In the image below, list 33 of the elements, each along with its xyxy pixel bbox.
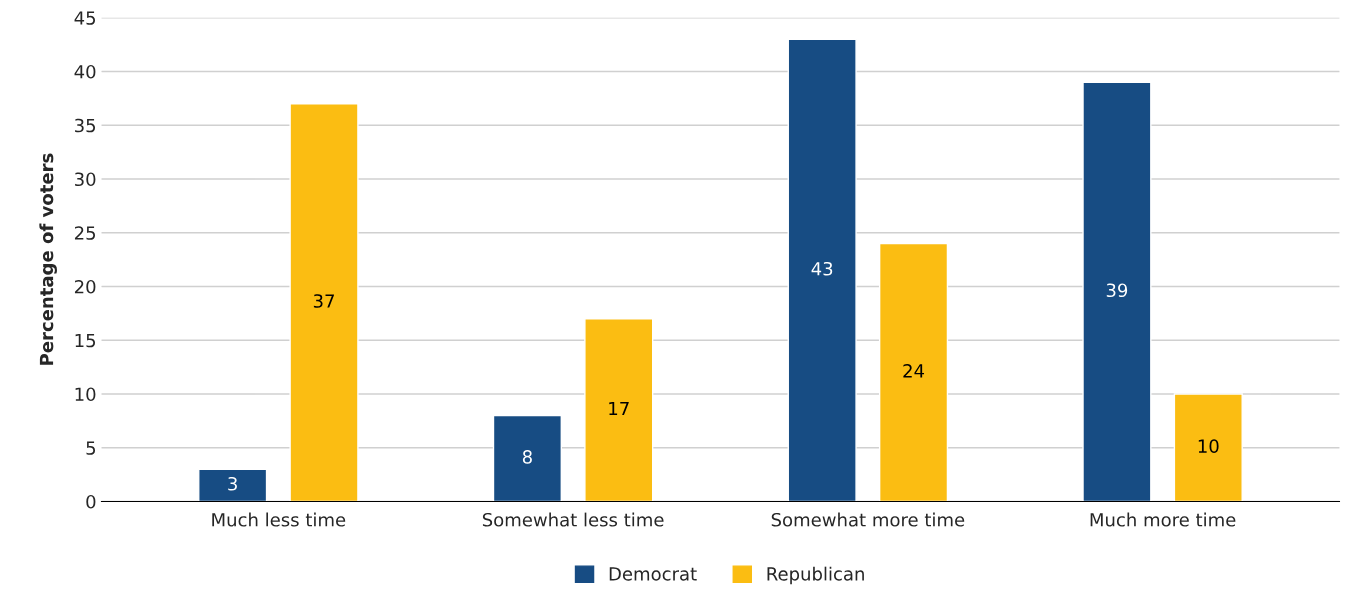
data-label: 10 xyxy=(1198,439,1219,453)
y-tick-label: 40 xyxy=(74,64,96,79)
data-label: 39 xyxy=(1106,283,1128,298)
data-label: 8 xyxy=(522,450,532,464)
bar xyxy=(878,242,949,502)
y-tick-label: 25 xyxy=(74,226,96,240)
y-axis-title: Percentage of voters xyxy=(39,153,57,365)
x-tick-label: Somewhat less time xyxy=(482,512,664,527)
bar xyxy=(787,38,857,502)
legend-label: Democrat xyxy=(609,567,697,581)
y-tick-label: 10 xyxy=(75,387,96,402)
y-tick-label: 35 xyxy=(75,118,96,133)
bar xyxy=(1173,393,1243,502)
legend-label: Republican xyxy=(767,566,864,585)
y-tick-label: 5 xyxy=(86,441,96,455)
y-tick-label: 45 xyxy=(74,11,96,25)
y-tick-label: 20 xyxy=(74,279,96,294)
x-tick-label: Much more time xyxy=(1090,512,1236,527)
data-label: 24 xyxy=(903,364,925,378)
y-tick-label: 0 xyxy=(86,494,96,509)
data-label: 43 xyxy=(811,261,833,276)
x-tick-label: Somewhat more time xyxy=(771,512,965,527)
bar xyxy=(492,414,562,502)
data-label: 3 xyxy=(228,476,237,491)
data-label: 17 xyxy=(609,401,629,416)
bar xyxy=(289,103,359,502)
bar xyxy=(1082,81,1152,502)
y-tick-label: 30 xyxy=(75,172,96,187)
y-tick-label: 15 xyxy=(75,333,96,348)
x-tick-label: Much less time xyxy=(212,512,346,527)
bar xyxy=(198,468,268,502)
data-label: 37 xyxy=(313,294,334,308)
bar xyxy=(584,318,654,502)
